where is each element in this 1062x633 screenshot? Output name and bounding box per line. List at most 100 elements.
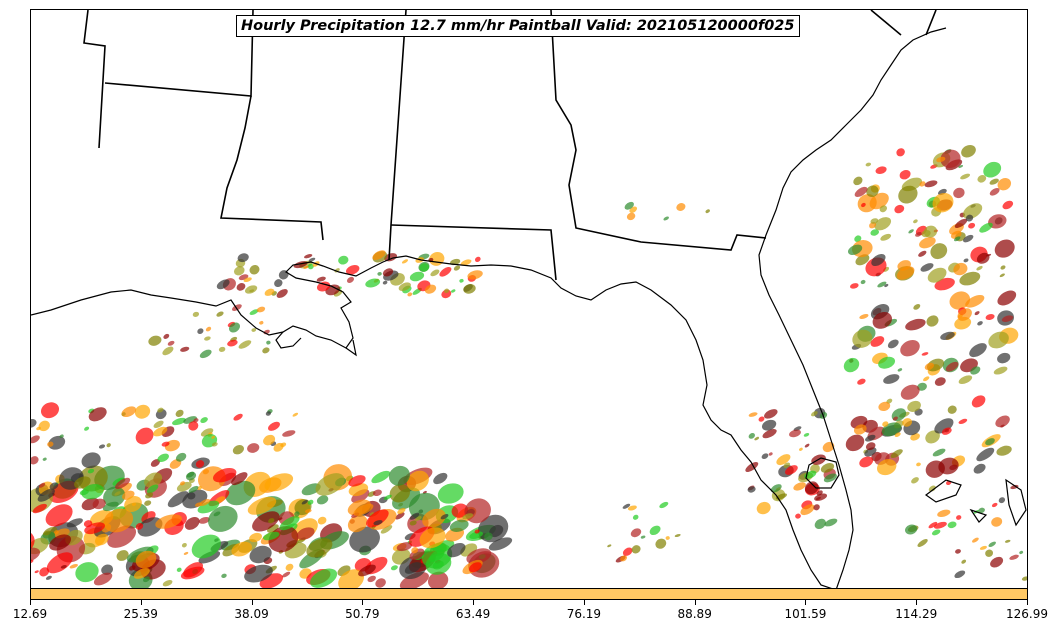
precipitation-blob (799, 447, 803, 451)
precipitation-blob (135, 427, 154, 445)
precipitation-blob (249, 532, 263, 543)
precipitation-blob (972, 537, 979, 543)
precipitation-blob (896, 266, 915, 280)
precipitation-blob (940, 331, 955, 341)
precipitation-blob (303, 265, 309, 269)
precipitation-blob (963, 234, 974, 243)
precipitation-blob (976, 265, 983, 271)
precipitation-blob (292, 412, 299, 417)
precipitation-blob (940, 149, 961, 169)
precipitation-blob (938, 457, 959, 475)
precipitation-blob (167, 340, 175, 346)
precipitation-blob (307, 499, 314, 505)
precipitation-blob (785, 465, 798, 475)
state-border-line (220, 95, 324, 241)
precipitation-blob (249, 289, 255, 293)
precipitation-blob (282, 571, 291, 578)
precipitation-blob (854, 235, 862, 242)
precipitation-blob (916, 462, 921, 467)
precipitation-blob (395, 512, 405, 520)
precipitation-blob (748, 412, 758, 417)
precipitation-blob (414, 516, 422, 522)
precipitation-blob (264, 473, 294, 492)
precipitation-blob (237, 253, 249, 263)
precipitation-blob (855, 254, 870, 266)
precipitation-blob (430, 269, 440, 277)
precipitation-blob (384, 253, 398, 262)
precipitation-blob (958, 418, 968, 425)
precipitation-blob (941, 427, 952, 435)
precipitation-blob (404, 562, 421, 574)
precipitation-blob (409, 520, 417, 526)
state-border-line (925, 10, 937, 36)
precipitation-blob (919, 237, 936, 249)
precipitation-blob (990, 556, 1004, 568)
precipitation-blob (860, 279, 866, 285)
precipitation-blob (908, 229, 914, 234)
precipitation-blob (102, 501, 119, 512)
precipitation-blob (865, 434, 876, 442)
precipitation-blob (956, 515, 962, 520)
precipitation-blob (936, 156, 946, 163)
precipitation-blob (131, 502, 137, 506)
precipitation-blob (389, 483, 410, 503)
precipitation-blob (958, 165, 964, 168)
precipitation-blob (249, 309, 259, 315)
precipitation-blob (747, 486, 756, 493)
precipitation-blob (94, 533, 109, 546)
precipitation-blob (631, 545, 641, 554)
precipitation-blob (195, 502, 202, 507)
precipitation-blob (34, 570, 39, 574)
precipitation-blob (264, 288, 275, 296)
precipitation-blob (913, 219, 918, 224)
precipitation-blob (872, 312, 892, 329)
precipitation-blob (162, 579, 173, 587)
precipitation-blob (188, 421, 199, 431)
precipitation-blob (814, 493, 828, 501)
precipitation-blob (961, 559, 967, 564)
precipitation-blob (338, 569, 365, 588)
precipitation-blob (997, 352, 1011, 364)
precipitation-blob (150, 459, 160, 467)
precipitation-blob (192, 311, 200, 317)
precipitation-blob (925, 430, 940, 444)
precipitation-blob (976, 447, 995, 462)
precipitation-blob (106, 443, 111, 448)
precipitation-blob (959, 271, 981, 286)
precipitation-blob (892, 416, 898, 421)
precipitation-blob (622, 547, 633, 556)
precipitation-blob (84, 426, 90, 431)
precipitation-blob (419, 527, 446, 549)
precipitation-blob (705, 209, 710, 214)
coastline-segment (969, 508, 988, 523)
precipitation-blob (989, 187, 1000, 196)
precipitation-blob (467, 270, 483, 280)
precipitation-blob (198, 550, 221, 564)
precipitation-blob (236, 283, 246, 291)
precipitation-blob (31, 559, 34, 565)
precipitation-blob (783, 462, 791, 468)
precipitation-blob (484, 532, 493, 541)
precipitation-blob (233, 413, 243, 421)
precipitation-blob (1010, 484, 1019, 490)
precipitation-blob (761, 419, 777, 431)
precipitation-blob (439, 266, 452, 277)
precipitation-blob (976, 252, 990, 264)
precipitation-blob (266, 340, 271, 345)
precipitation-blob (804, 481, 819, 495)
precipitation-blob (367, 575, 376, 583)
precipitation-blob (468, 562, 482, 573)
precipitation-blob (997, 290, 1017, 306)
precipitation-blob (175, 452, 187, 462)
precipitation-blob (205, 326, 212, 332)
precipitation-blob (907, 400, 921, 412)
precipitation-blob (917, 382, 927, 391)
precipitation-blob (157, 407, 164, 413)
precipitation-blob (409, 512, 420, 520)
precipitation-blob (932, 448, 946, 457)
colorbar-tick-label: 25.39 (123, 607, 158, 621)
precipitation-blob (200, 417, 208, 424)
precipitation-blob (424, 284, 437, 294)
precipitation-blob (926, 315, 939, 327)
precipitation-blob (983, 161, 1002, 178)
